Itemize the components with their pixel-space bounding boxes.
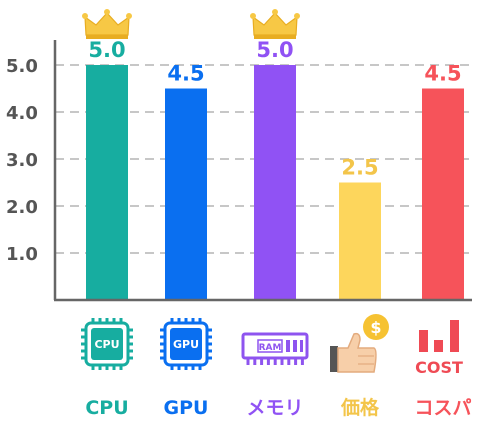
y-tick-label: 1.0 [6, 244, 38, 265]
icon-text: GPU [173, 338, 199, 351]
category-icons: CPU GPU RAM $ COST CPU GPU メモリ 価格 コスパ [81, 314, 472, 419]
bars: 5.0 4.5 5.0 2.5 4.5 [82, 9, 464, 300]
x-tick-label: GPU [164, 397, 209, 419]
icon-text: COST [415, 358, 463, 377]
x-tick-label: 価格 [340, 396, 380, 419]
y-tick-label: 3.0 [6, 150, 38, 171]
value-label: 5.0 [88, 38, 125, 62]
x-tick-label: メモリ [246, 397, 303, 419]
x-tick-label: CPU [85, 397, 128, 419]
icon-text: RAM [259, 343, 282, 353]
value-label: 2.5 [341, 156, 378, 180]
bar [165, 88, 207, 300]
cost-bars-icon: COST [415, 320, 463, 377]
bar [86, 65, 128, 300]
value-label: 4.5 [424, 62, 461, 86]
icon-text: $ [370, 318, 381, 337]
icon-text: CPU [94, 338, 119, 351]
crown-icon [250, 9, 300, 39]
bar [339, 182, 381, 300]
y-tick-label: 2.0 [6, 197, 38, 218]
y-tick-label: 4.0 [6, 103, 38, 124]
crown-icon [82, 9, 132, 39]
x-tick-label: コスパ [414, 397, 471, 419]
gpu-chip-icon: GPU [160, 318, 212, 370]
bar [254, 65, 296, 300]
value-label: 5.0 [256, 38, 293, 62]
thumbs-up-dollar-icon: $ [330, 314, 389, 373]
ram-module-icon: RAM [241, 332, 309, 365]
cpu-chip-icon: CPU [81, 318, 133, 370]
bar [422, 88, 464, 300]
value-label: 4.5 [167, 62, 204, 86]
gridlines: 1.0 2.0 3.0 4.0 5.0 [6, 56, 472, 265]
y-tick-label: 5.0 [6, 56, 38, 77]
